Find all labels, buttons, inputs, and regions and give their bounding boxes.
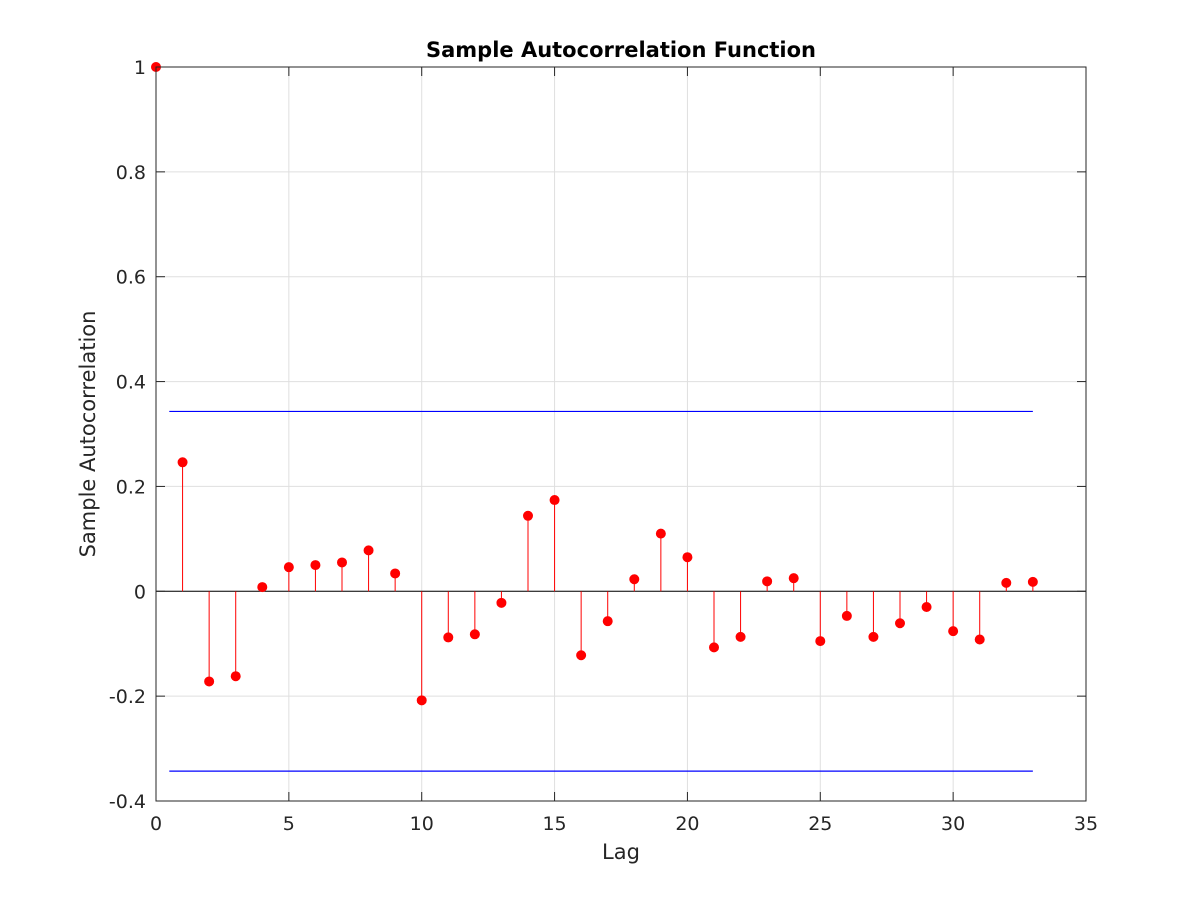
x-axis-label: Lag: [602, 840, 640, 864]
stem-marker: [230, 671, 241, 682]
confidence-bounds: [169, 410, 1033, 772]
stem-marker: [841, 610, 852, 621]
y-tick-label: 0.2: [116, 476, 146, 498]
stem-marker: [709, 642, 719, 653]
y-axis-label: Sample Autocorrelation: [76, 311, 100, 558]
y-tick-label: -0.4: [109, 791, 146, 813]
stem-marker: [629, 574, 640, 585]
stem-marker: [416, 695, 427, 706]
x-tick-label: 15: [542, 813, 566, 835]
y-axis-ticks: -0.4 -0.2 0 0.2 0.4 0.6 0.8 1: [109, 57, 1086, 813]
plot-area: [156, 67, 1086, 801]
x-tick-label: 20: [675, 813, 699, 835]
stem-marker: [363, 545, 374, 556]
axes-box: [155, 66, 1087, 802]
stem-marker: [443, 632, 454, 643]
y-tick-label: -0.2: [109, 686, 146, 708]
stem-marker: [337, 557, 347, 568]
x-axis-ticks: 0 5 10 15 20 25 30 35: [150, 67, 1098, 835]
stem-marker: [469, 629, 480, 640]
stem-marker: [177, 457, 188, 468]
y-tick-label: 0.4: [116, 372, 146, 394]
stem-marker: [1027, 576, 1038, 587]
stem-marker: [283, 562, 294, 573]
chart-title: Sample Autocorrelation Function: [426, 38, 816, 62]
y-tick-label: 0: [134, 581, 146, 603]
y-tick-label: 0.6: [116, 267, 146, 289]
stem-marker: [735, 631, 746, 642]
x-tick-label: 10: [410, 813, 434, 835]
stem-marker: [310, 560, 321, 571]
stem-marker: [1001, 577, 1012, 588]
stem-marker: [602, 616, 613, 627]
x-tick-label: 30: [941, 813, 965, 835]
stem-marker: [390, 568, 401, 579]
stem-marker: [788, 573, 799, 584]
stem-marker: [815, 636, 826, 647]
stem-marker: [762, 576, 773, 587]
stem-marker: [682, 552, 693, 563]
x-tick-label: 0: [150, 813, 162, 835]
y-tick-label: 1: [134, 57, 146, 79]
stem-marker: [895, 618, 905, 629]
stem-marker: [921, 602, 932, 613]
stem-marker: [576, 650, 587, 661]
stem-marker: [655, 528, 666, 539]
stem-marker: [948, 626, 959, 637]
stem-marker: [523, 510, 533, 521]
y-tick-label: 0.8: [116, 162, 146, 184]
stem-marker: [974, 634, 985, 645]
stem-marker: [496, 597, 507, 608]
stem-marker: [868, 631, 879, 642]
stem-marker: [549, 495, 560, 506]
x-tick-label: 25: [808, 813, 832, 835]
x-tick-label: 5: [283, 813, 295, 835]
stem-marker: [257, 582, 268, 593]
stem-marker: [204, 676, 215, 687]
x-tick-label: 35: [1074, 813, 1098, 835]
